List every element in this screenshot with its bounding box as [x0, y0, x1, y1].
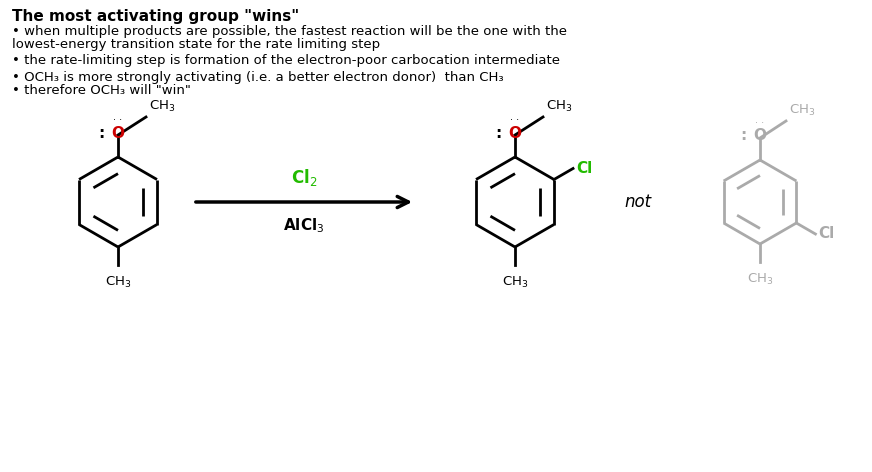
Text: Cl: Cl	[819, 227, 835, 242]
Text: :: :	[99, 126, 110, 141]
Text: • therefore OCH₃ will "win": • therefore OCH₃ will "win"	[12, 84, 191, 97]
Text: · ·: · ·	[113, 115, 123, 125]
Text: CH$_3$: CH$_3$	[546, 99, 572, 114]
Text: CH$_3$: CH$_3$	[501, 275, 528, 290]
Text: • OCH₃ is more strongly activating (i.e. a better electron donor)  than CH₃: • OCH₃ is more strongly activating (i.e.…	[12, 71, 504, 84]
Text: O: O	[753, 128, 766, 143]
Text: not: not	[624, 193, 651, 211]
Text: :: :	[740, 128, 752, 143]
Text: • the rate-limiting step is formation of the electron-poor carbocation intermedi: • the rate-limiting step is formation of…	[12, 54, 560, 67]
Text: • when multiple products are possible, the fastest reaction will be the one with: • when multiple products are possible, t…	[12, 25, 567, 38]
Text: Cl: Cl	[576, 161, 592, 176]
Text: · ·: · ·	[510, 115, 520, 125]
Text: Cl$_2$: Cl$_2$	[291, 167, 317, 188]
Text: AlCl$_3$: AlCl$_3$	[283, 216, 324, 235]
Text: lowest-energy transition state for the rate limiting step: lowest-energy transition state for the r…	[12, 38, 380, 51]
Text: CH$_3$: CH$_3$	[789, 103, 815, 118]
Text: The most activating group "wins": The most activating group "wins"	[12, 9, 299, 24]
Text: O: O	[112, 126, 125, 141]
Text: · ·: · ·	[755, 118, 765, 128]
Text: CH$_3$: CH$_3$	[105, 275, 131, 290]
Text: CH$_3$: CH$_3$	[149, 99, 175, 114]
Text: O: O	[508, 126, 521, 141]
Text: CH$_3$: CH$_3$	[746, 272, 773, 287]
Text: :: :	[495, 126, 507, 141]
